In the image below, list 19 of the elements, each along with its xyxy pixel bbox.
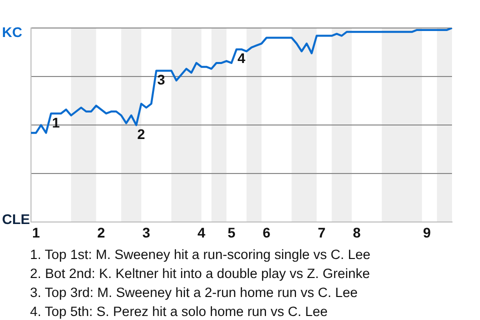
text: CLE [2, 211, 30, 227]
x-tick-label: 4 [198, 224, 206, 240]
x-tick-label: 7 [318, 224, 326, 240]
x-tick-label: 2 [97, 224, 106, 240]
text: 4. Top 5th: S. Perez hit a solo home run vs C. Lee [30, 303, 329, 320]
annotation: 2 [137, 126, 146, 142]
annotation: 4 [237, 50, 246, 66]
text: 3. Top 3rd: M. Sweeney hit a 2-run home run vs C. Lee [30, 284, 359, 302]
text: 2. Bot 2nd: K. Keltner hit into a double play vs Z. Greinke [30, 265, 370, 283]
text: 1. Top 1st: M. Sweeney hit a run-scoring single vs C. Lee [30, 246, 370, 264]
annotation: 3 [157, 72, 166, 88]
x-tick-label: 6 [262, 224, 271, 240]
x-tick-label: 8 [352, 224, 361, 240]
x-tick-label: 1 [32, 224, 40, 240]
x-tick-label: 5 [228, 224, 236, 240]
annotation: 1 [52, 114, 60, 130]
text: KC [2, 24, 22, 40]
x-tick-label: 3 [142, 224, 150, 240]
x-tick-label: 9 [423, 224, 432, 240]
